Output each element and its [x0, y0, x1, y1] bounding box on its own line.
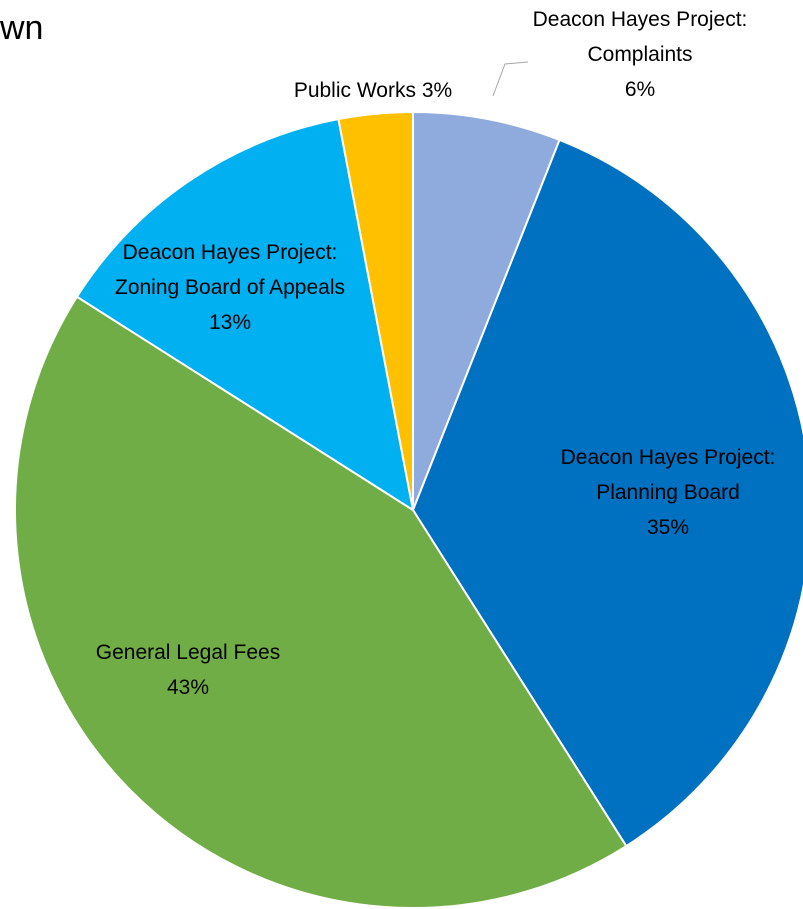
slice-name: Deacon Hayes Project: Zoning Board of Ap… — [115, 241, 345, 299]
data-label: General Legal Fees 43% — [58, 635, 318, 705]
data-label: Deacon Hayes Project: Planning Board 35% — [561, 440, 776, 545]
slice-name: General Legal Fees — [95, 641, 281, 664]
data-label: Deacon Hayes Project: Zoning Board of Ap… — [99, 235, 361, 340]
pie-slice — [75, 117, 415, 513]
slice-percent: 43% — [166, 676, 210, 699]
slice-percent: 13% — [208, 311, 252, 334]
label-box: Deacon Hayes Project: Zoning Board of Ap… — [99, 235, 361, 340]
label-box: Public Works 3% — [263, 73, 483, 108]
slice-percent: 3% — [421, 79, 453, 102]
label-box: Deacon Hayes Project: Planning Board 35% — [561, 440, 776, 545]
pie-slice — [337, 110, 414, 511]
slice-percent: 35% — [646, 516, 690, 539]
leader-line — [492, 61, 529, 97]
pie-slice — [412, 110, 561, 511]
slice-percent: 6% — [624, 78, 656, 101]
slice-name: Public Works — [293, 79, 416, 102]
pie-slice — [14, 295, 628, 909]
slice-name: Deacon Hayes Project: Complaints — [532, 8, 748, 66]
chart-title: wn — [0, 9, 43, 47]
pie-slice — [411, 138, 803, 848]
data-label: Deacon Hayes Project: Complaints 6% — [515, 2, 765, 107]
slice-name: Deacon Hayes Project: Planning Board — [560, 446, 776, 504]
label-box: General Legal Fees 43% — [58, 635, 318, 705]
label-box: Deacon Hayes Project: Complaints 6% — [515, 2, 765, 107]
data-label: Public Works 3% — [263, 73, 483, 108]
